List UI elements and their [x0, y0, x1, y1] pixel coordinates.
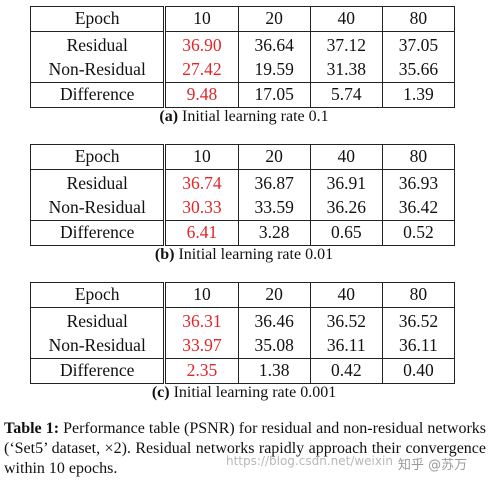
cell-value: 36.74 [164, 169, 239, 196]
subcaption-text: Initial learning rate 0.1 [178, 108, 329, 125]
row-label-difference: Difference [29, 358, 167, 384]
table-lr-0-01: Epoch 10 20 40 80 Residual 36.74 36.87 3… [29, 144, 456, 246]
cell-value: 0.65 [309, 220, 383, 246]
table-caption-text: Performance table (PSNR) for residual an… [4, 420, 486, 477]
row-label-residual: Residual [29, 31, 167, 58]
subcaption-a: (a) Initial learning rate 0.1 [0, 108, 488, 126]
cell-value: 36.52 [309, 307, 383, 334]
cell-value: 1.39 [381, 82, 456, 108]
header-epoch: Epoch [29, 6, 167, 32]
cell-value: 37.05 [381, 31, 456, 58]
cell-value: 36.64 [237, 31, 311, 58]
header-epoch-40: 40 [309, 6, 383, 32]
subcaption-b: (b) Initial learning rate 0.01 [0, 246, 488, 264]
row-label-residual: Residual [29, 169, 167, 196]
cell-value: 0.42 [309, 358, 383, 384]
cell-value: 35.66 [381, 58, 456, 83]
watermark-brand: 知乎 @苏万 [398, 458, 468, 473]
cell-value: 37.12 [309, 31, 383, 58]
row-label-non-residual: Non-Residual [29, 58, 167, 83]
cell-value: 31.38 [309, 58, 383, 83]
cell-value: 36.93 [381, 169, 456, 196]
row-label-non-residual: Non-Residual [29, 334, 167, 359]
cell-value: 19.59 [237, 58, 311, 83]
table-caption: Table 1: Performance table (PSNR) for re… [4, 419, 486, 479]
subcaption-tag: (a) [159, 108, 179, 125]
subcaption-tag: (c) [151, 384, 170, 401]
header-epoch-20: 20 [237, 6, 311, 32]
cell-value: 33.97 [164, 334, 239, 359]
row-label-residual: Residual [29, 307, 167, 334]
header-epoch-80: 80 [381, 144, 456, 170]
cell-value: 36.46 [237, 307, 311, 334]
cell-value: 30.33 [164, 196, 239, 221]
row-label-non-residual: Non-Residual [29, 196, 167, 221]
cell-value: 36.11 [309, 334, 383, 359]
cell-value: 27.42 [164, 58, 239, 83]
subcaption-tag: (b) [154, 246, 175, 263]
cell-value: 5.74 [309, 82, 383, 108]
table-lr-0-1: Epoch 10 20 40 80 Residual 36.90 36.64 3… [29, 6, 456, 108]
cell-value: 36.42 [381, 196, 456, 221]
cell-value: 36.52 [381, 307, 456, 334]
table-caption-tag: Table 1: [4, 420, 60, 437]
row-label-difference: Difference [29, 220, 167, 246]
cell-value: 6.41 [164, 220, 239, 246]
watermark-url: https://blog.csdn.net/weixin [226, 454, 393, 468]
header-epoch-10: 10 [164, 282, 239, 308]
row-label-difference: Difference [29, 82, 167, 108]
header-epoch-20: 20 [237, 144, 311, 170]
header-epoch-10: 10 [164, 144, 239, 170]
cell-value: 1.38 [237, 358, 311, 384]
cell-value: 3.28 [237, 220, 311, 246]
cell-value: 33.59 [237, 196, 311, 221]
subcaption-text: Initial learning rate 0.01 [174, 246, 334, 263]
cell-value: 17.05 [237, 82, 311, 108]
cell-value: 2.35 [164, 358, 239, 384]
header-epoch-20: 20 [237, 282, 311, 308]
cell-value: 9.48 [164, 82, 239, 108]
subcaption-c: (c) Initial learning rate 0.001 [0, 384, 488, 402]
header-epoch-80: 80 [381, 282, 456, 308]
cell-value: 0.52 [381, 220, 456, 246]
cell-value: 36.91 [309, 169, 383, 196]
header-epoch-10: 10 [164, 6, 239, 32]
header-epoch-40: 40 [309, 282, 383, 308]
cell-value: 36.90 [164, 31, 239, 58]
subcaption-text: Initial learning rate 0.001 [169, 384, 337, 401]
cell-value: 36.11 [381, 334, 456, 359]
cell-value: 36.87 [237, 169, 311, 196]
table-lr-0-001: Epoch 10 20 40 80 Residual 36.31 36.46 3… [29, 282, 456, 384]
cell-value: 36.31 [164, 307, 239, 334]
cell-value: 35.08 [237, 334, 311, 359]
header-epoch: Epoch [29, 282, 167, 308]
header-epoch-40: 40 [309, 144, 383, 170]
cell-value: 36.26 [309, 196, 383, 221]
header-epoch-80: 80 [381, 6, 456, 32]
header-epoch: Epoch [29, 144, 167, 170]
cell-value: 0.40 [381, 358, 456, 384]
